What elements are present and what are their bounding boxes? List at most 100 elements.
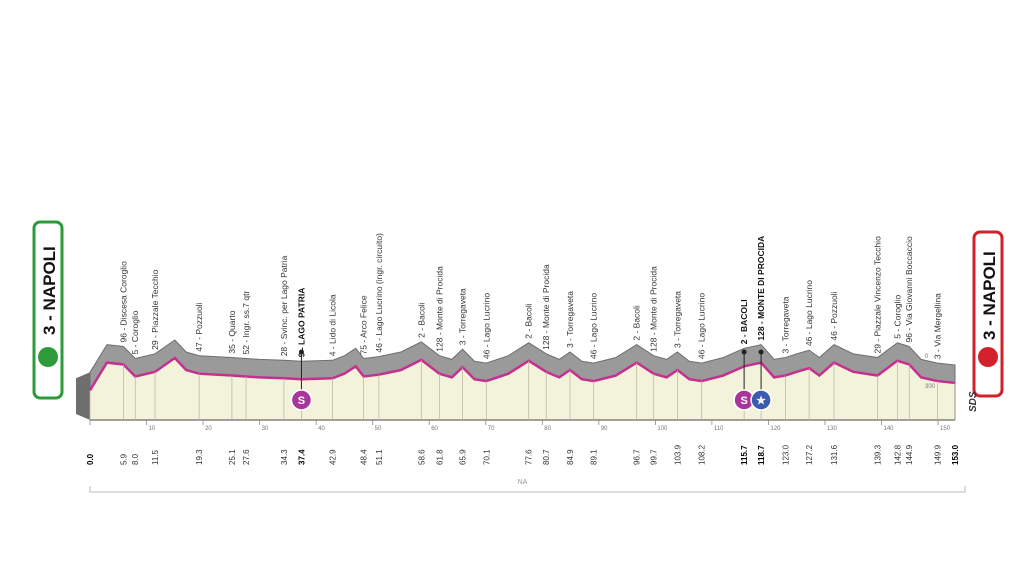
waypoint-location-label: 46 - Lago Lucrino	[589, 293, 599, 359]
waypoint-location-label: 2 - Bacoli	[524, 303, 534, 339]
waypoint-location-label: 96 - Via Giovanni Boccaccio	[904, 236, 914, 342]
waypoint-km-label: 127.2	[805, 444, 814, 465]
waypoint-location-label: 128 - Monte di Procida	[649, 266, 659, 352]
waypoint-km-label: 139.3	[874, 444, 883, 465]
waypoint-location-label: 128 - Monte di Procida	[541, 264, 551, 350]
x-tick-label: 20	[205, 426, 212, 432]
sprint-icon	[290, 389, 313, 411]
waypoint-location-label: 2 - Bacoli	[416, 302, 426, 338]
waypoint-km-label: 77.6	[525, 449, 534, 465]
sprint-glyph: S	[298, 395, 305, 407]
kom-icon	[750, 389, 772, 411]
waypoint-km-label: 80.7	[542, 449, 551, 465]
waypoint-location-label: 5 - Coroglio	[892, 295, 902, 339]
waypoint-km-label: 108.2	[698, 444, 707, 465]
waypoint-location-label: 46 - Lago Lucrino	[804, 280, 814, 346]
waypoint-km-label: 25.1	[228, 449, 237, 465]
waypoint-km-label: 65.9	[459, 449, 468, 465]
waypoint-km-label: 19.3	[195, 449, 204, 465]
waypoint-location-label: 3 - Torregaveta	[458, 288, 468, 345]
sprint-glyph: S	[740, 395, 747, 407]
x-tick-label: 140	[884, 426, 895, 432]
brand-mark: SDS	[968, 391, 979, 412]
waypoint-km-label: 96.7	[633, 449, 642, 465]
waypoint-km-label: 123.0	[781, 444, 790, 465]
x-tick-label: 80	[544, 426, 551, 432]
waypoint-km-label: 37.4	[297, 449, 306, 465]
kom-glyph: ★	[756, 395, 766, 407]
waypoint-km-label: 70.1	[482, 449, 491, 465]
x-tick-label: 90	[601, 426, 608, 432]
waypoint-km-label: 103.9	[673, 444, 682, 465]
waypoint-km-label: 5.9	[119, 453, 128, 465]
distance-bracket	[89, 486, 966, 493]
waypoint-location-label: 128 - Monte di Procida	[434, 266, 444, 352]
waypoint-location-label: 46 - Lago Lucrino	[481, 293, 491, 359]
waypoint-km-label: 58.6	[417, 449, 426, 465]
waypoint-location-label: 4 - Lido di Licola	[328, 294, 338, 356]
waypoint-km-label: 0.0	[86, 453, 95, 465]
x-tick-label: 110	[714, 426, 724, 432]
waypoint-location-label: 5 - Coroglio	[130, 310, 140, 354]
waypoint-km-label: 131.6	[830, 444, 839, 465]
x-tick-label: 70	[488, 426, 495, 432]
waypoint-km-label: 149.9	[933, 444, 942, 465]
sprint-marker-dot	[758, 349, 764, 355]
waypoint-km-label: 61.8	[435, 449, 444, 465]
waypoint-location-label: 35 - Quarto	[227, 310, 237, 353]
waypoint-km-label: 48.4	[360, 449, 369, 465]
altitude-label: 0	[925, 354, 929, 360]
profile-left-wall	[76, 372, 90, 420]
waypoint-location-label: 2 - BACOLI	[739, 299, 749, 344]
start-bike-icon	[38, 347, 58, 367]
x-tick-label: 60	[431, 426, 438, 432]
waypoint-km-label: 84.9	[566, 449, 575, 465]
distance-total-label: NA	[518, 479, 528, 486]
waypoint-km-label: 34.3	[280, 449, 289, 465]
waypoint-location-label: 46 - Pozzuoli	[829, 291, 839, 340]
finish-city-label: 3 - NAPOLI	[980, 251, 999, 340]
waypoint-location-label: 3 - Torregaveta	[780, 296, 790, 353]
finish-bike-icon	[978, 347, 998, 367]
start-city-label: 3 - NAPOLI	[40, 246, 59, 335]
waypoint-km-label: 27.6	[242, 449, 251, 465]
waypoint-location-label: 46 - Lago Lucrino	[697, 293, 707, 359]
waypoint-km-label: 118.7	[757, 445, 766, 465]
waypoint-km-label: 99.7	[650, 449, 659, 465]
waypoint-km-label: 89.1	[590, 449, 599, 465]
x-tick-label: 30	[262, 426, 269, 432]
waypoint-km-label: 153.0	[951, 444, 960, 465]
waypoint-location-label: 2 - Bacoli	[632, 305, 642, 341]
x-tick-label: 50	[375, 426, 382, 432]
waypoint-km-label: 115.7	[740, 445, 749, 465]
waypoint-location-label: 28 - Svinc. per Lago Patria	[279, 255, 289, 356]
x-tick-label: 40	[318, 426, 325, 432]
waypoint-km-label: 142.8	[893, 444, 902, 465]
waypoint-location-label: 75 - Arco Felice	[359, 295, 369, 354]
waypoint-km-label: 51.1	[375, 449, 384, 465]
x-tick-label: 120	[770, 426, 781, 432]
waypoint-location-label: 3 - Torregaveta	[672, 291, 682, 348]
x-tick-label: 130	[827, 426, 838, 432]
waypoint-location-label: 128 - MONTE DI PROCIDA	[756, 236, 766, 341]
waypoint-location-label: 3 - Torregaveta	[565, 291, 575, 348]
waypoint-location-label: 96 - Discesa Coroglio	[118, 261, 128, 343]
sprint-marker-dot	[298, 349, 304, 355]
waypoint-location-label: 29 - Piazzale Vincenzo Tecchio	[873, 236, 883, 354]
x-tick-label: 10	[149, 426, 156, 432]
x-tick-label: 150	[940, 426, 951, 432]
altitude-label: 300	[925, 384, 936, 390]
waypoint-location-label: 52 - Ingr. ss.7 qtr	[241, 291, 251, 355]
waypoint-location-label: 29 - Piazzale Tecchio	[150, 269, 160, 349]
waypoint-location-label: 46 - Lago Lucrino (ingr. circuito)	[374, 233, 384, 353]
x-tick-label: 100	[657, 426, 668, 432]
waypoint-km-label: 11.5	[151, 449, 160, 465]
waypoint-location-label: 3 - Via Mergellina	[932, 293, 942, 359]
waypoint-km-label: 144.9	[905, 444, 914, 465]
waypoint-location-label: 9 - LAGO PATRIA	[296, 288, 306, 358]
waypoint-km-label: 42.9	[329, 449, 338, 465]
sprint-marker-dot	[741, 349, 747, 355]
waypoint-km-label: 8.0	[131, 453, 140, 465]
